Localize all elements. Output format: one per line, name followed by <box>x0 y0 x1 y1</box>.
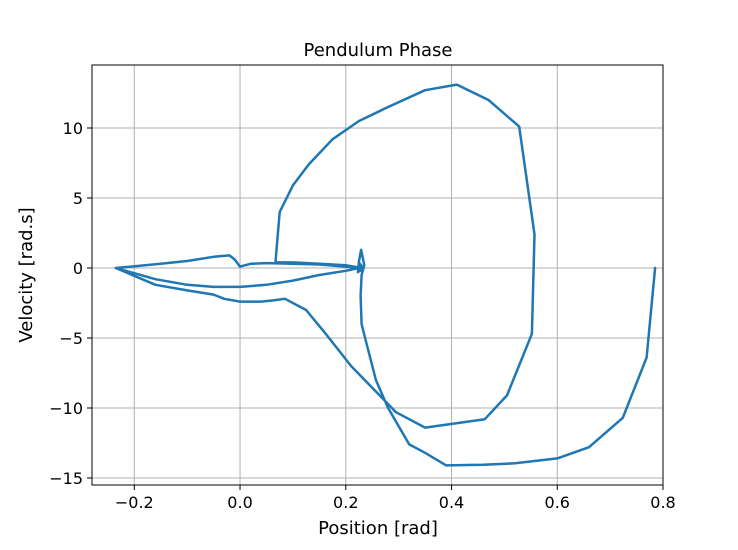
plot-frame <box>91 64 664 486</box>
y-tick-label: −5 <box>59 329 83 348</box>
y-tick-label: 0 <box>73 259 83 278</box>
x-tick-label: 0.2 <box>333 493 358 512</box>
x-tick-label: 0.8 <box>650 493 675 512</box>
series-layer <box>114 83 657 467</box>
x-tick-label: 0.0 <box>227 493 252 512</box>
x-tick-label: −0.2 <box>115 493 154 512</box>
y-tick-label: 10 <box>63 119 83 138</box>
y-axis-label: Velocity [rad.s] <box>16 207 37 342</box>
x-axis-label: Position [rad] <box>318 518 438 539</box>
y-tick-label: −10 <box>49 399 83 418</box>
series-line <box>114 83 657 467</box>
y-tick-label: 5 <box>73 189 83 208</box>
tick-layer: −0.2 0.0 0.2 0.4 0.6 0.8 −15 −10 −5 0 5 10 <box>49 119 675 512</box>
y-tick-label: −15 <box>49 469 83 488</box>
x-tick-label: 0.6 <box>545 493 570 512</box>
chart-title: Pendulum Phase <box>304 40 453 61</box>
x-tick-label: 0.4 <box>439 493 464 512</box>
